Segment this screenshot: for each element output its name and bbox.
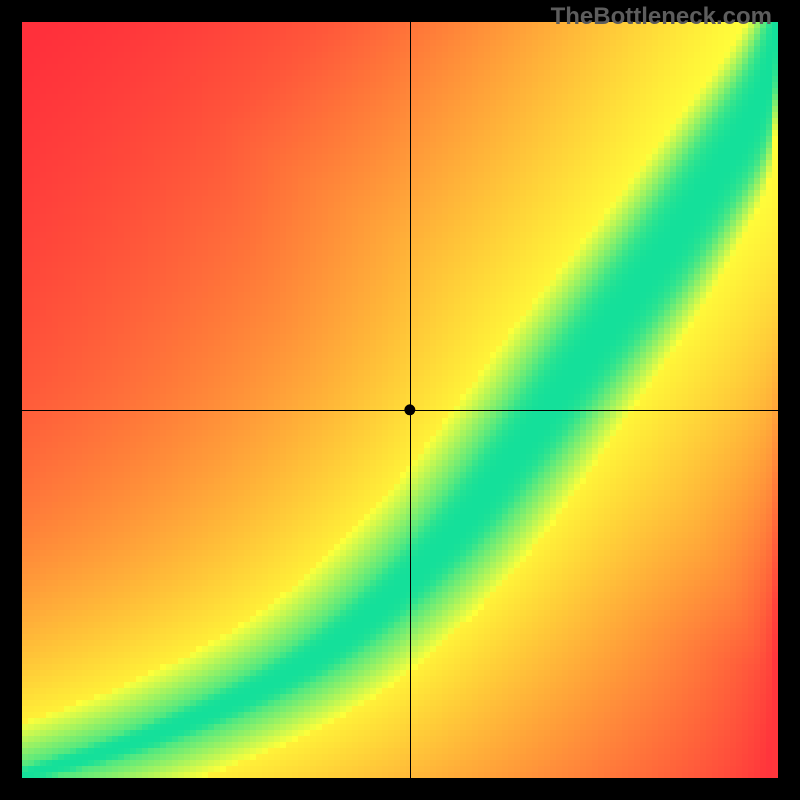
bottleneck-heatmap [0, 0, 800, 800]
